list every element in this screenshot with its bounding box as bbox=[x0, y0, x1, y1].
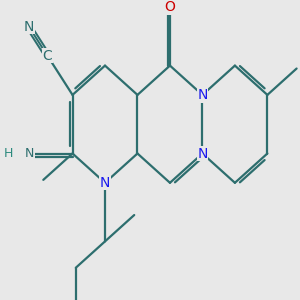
Text: C: C bbox=[43, 49, 52, 62]
Text: N: N bbox=[197, 88, 208, 102]
Text: O: O bbox=[164, 0, 175, 14]
Text: N: N bbox=[197, 146, 208, 161]
Text: N: N bbox=[24, 20, 34, 34]
Text: N: N bbox=[100, 176, 110, 190]
Text: N: N bbox=[25, 147, 34, 160]
Text: H: H bbox=[4, 147, 14, 160]
